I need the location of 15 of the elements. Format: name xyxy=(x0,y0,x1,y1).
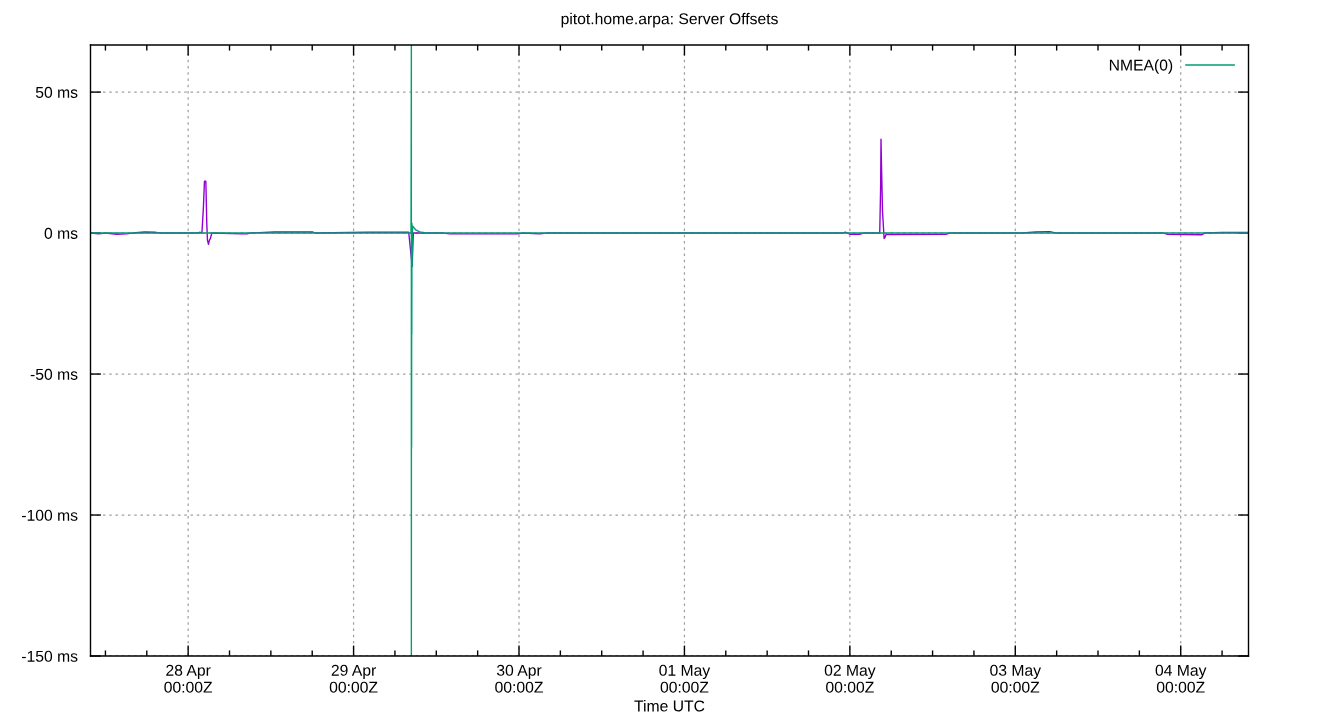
x-tick-label: 28 Apr 00:00Z xyxy=(164,664,213,693)
x-tick-label: 04 May 00:00Z xyxy=(1155,664,1207,693)
y-tick-label: 50 ms xyxy=(35,86,78,98)
y-tick-label: -150 ms xyxy=(22,650,78,662)
y-tick-label: -50 ms xyxy=(30,368,78,380)
x-tick-label: 02 May 00:00Z xyxy=(824,664,876,693)
y-tick-label: -100 ms xyxy=(22,509,78,521)
y-tick-label: 0 ms xyxy=(44,227,78,239)
x-tick-label: 03 May 00:00Z xyxy=(990,664,1041,693)
x-axis-title: Time UTC xyxy=(634,700,705,712)
x-tick-label: 29 Apr 00:00Z xyxy=(329,664,378,693)
chart-title: pitot.home.arpa: Server Offsets xyxy=(561,12,778,28)
x-tick-label: 01 May 00:00Z xyxy=(659,664,711,693)
legend-label: NMEA(0) xyxy=(1109,59,1173,74)
x-tick-label: 30 Apr 00:00Z xyxy=(495,664,543,693)
